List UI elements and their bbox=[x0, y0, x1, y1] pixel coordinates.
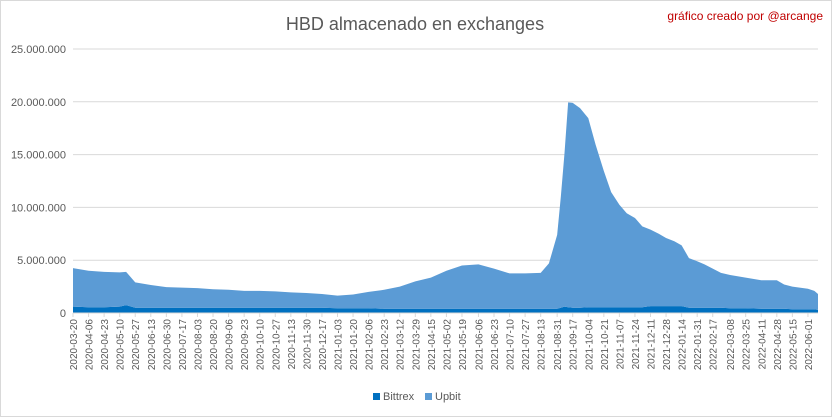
x-tick-label: 2021-11-24 bbox=[631, 319, 642, 370]
x-tick-label: 2020-09-06 bbox=[225, 319, 236, 371]
x-tick-label: 2021-09-17 bbox=[569, 319, 580, 371]
legend-label-upbit: Upbit bbox=[435, 391, 461, 403]
series-areas bbox=[73, 102, 818, 313]
y-tick-labels: 0 5.000.000 10.000.000 15.000.000 20.000.000… bbox=[11, 44, 66, 320]
x-tick-label: 2020-11-13 bbox=[287, 319, 298, 370]
legend: Bittrex Upbit bbox=[373, 391, 461, 403]
chart-title: HBD almacenado en exchanges bbox=[286, 14, 544, 34]
x-tick-label: 2021-02-06 bbox=[365, 319, 376, 371]
y-tick-label: 5.000.000 bbox=[17, 255, 66, 267]
x-tick-label: 2020-04-06 bbox=[85, 319, 96, 371]
x-tick-label: 2022-04-28 bbox=[773, 319, 784, 371]
x-tick-label: 2020-04-23 bbox=[100, 319, 111, 371]
x-tick-label: 2022-06-01 bbox=[804, 319, 815, 371]
x-tick-label: 2022-01-14 bbox=[678, 319, 689, 371]
x-tick-label: 2021-08-31 bbox=[553, 319, 564, 371]
x-tick-label: 2021-04-15 bbox=[427, 319, 438, 371]
x-tick-label: 2021-01-03 bbox=[334, 319, 345, 371]
x-tick-label: 2021-05-02 bbox=[442, 319, 453, 371]
series-area-upbit bbox=[73, 102, 818, 310]
x-tick-label: 2020-08-20 bbox=[209, 319, 220, 371]
x-tick-label: 2021-12-28 bbox=[662, 319, 673, 371]
x-tick-label: 2021-11-07 bbox=[615, 319, 626, 370]
x-tick-label: 2022-03-25 bbox=[742, 319, 753, 371]
x-tick-label: 2020-05-10 bbox=[116, 319, 127, 371]
x-tick-label: 2020-09-23 bbox=[240, 319, 251, 371]
x-tick-label: 2022-04-11 bbox=[757, 319, 768, 370]
x-tick-label: 2021-06-06 bbox=[474, 319, 485, 371]
x-tick-label: 2022-01-31 bbox=[693, 319, 704, 371]
y-tick-label: 10.000.000 bbox=[11, 202, 66, 214]
x-tick-label: 2021-07-27 bbox=[521, 319, 532, 371]
x-tick-label: 2022-05-15 bbox=[788, 319, 799, 371]
x-tick-label: 2022-03-08 bbox=[726, 319, 737, 371]
x-tick-label: 2021-03-29 bbox=[411, 319, 422, 371]
x-tick-label: 2020-10-27 bbox=[271, 319, 282, 371]
x-tick-label: 2020-11-30 bbox=[302, 319, 313, 370]
x-tick-label: 2021-05-19 bbox=[458, 319, 469, 371]
x-tick-labels: 2020-03-20 2020-04-06 2020-04-23 2020-05-10… bbox=[69, 313, 815, 370]
y-tick-label: 25.000.000 bbox=[11, 44, 66, 56]
legend-label-bittrex: Bittrex bbox=[383, 391, 415, 403]
x-tick-label: 2021-10-21 bbox=[600, 319, 611, 371]
x-tick-label: 2020-03-20 bbox=[69, 319, 80, 371]
chart-credit: gráfico creado por @arcange bbox=[667, 9, 823, 23]
x-tick-label: 2020-12-17 bbox=[318, 319, 329, 371]
x-tick-label: 2021-02-23 bbox=[380, 319, 391, 371]
x-tick-label: 2021-06-23 bbox=[490, 319, 501, 371]
y-tick-label: 15.000.000 bbox=[11, 150, 66, 162]
x-tick-label: 2021-12-11 bbox=[647, 319, 658, 370]
x-tick-label: 2020-06-13 bbox=[147, 319, 158, 371]
x-tick-label: 2020-05-27 bbox=[131, 319, 142, 371]
x-tick-label: 2021-03-12 bbox=[396, 319, 407, 371]
series-area-bittrex bbox=[73, 305, 818, 313]
x-tick-label: 2021-08-13 bbox=[537, 319, 548, 371]
legend-swatch-bittrex bbox=[373, 393, 380, 400]
x-tick-label: 2020-08-03 bbox=[193, 319, 204, 371]
x-tick-label: 2020-06-30 bbox=[162, 319, 173, 371]
x-tick-label: 2022-02-17 bbox=[709, 319, 720, 371]
x-tick-label: 2021-07-10 bbox=[506, 319, 517, 371]
x-tick-label: 2021-01-20 bbox=[349, 319, 360, 371]
x-tick-label: 2020-07-17 bbox=[178, 319, 189, 371]
y-tick-label: 20.000.000 bbox=[11, 97, 66, 109]
x-tick-label: 2020-10-10 bbox=[256, 319, 267, 371]
x-tick-label: 2021-10-04 bbox=[584, 319, 595, 371]
y-tick-label: 0 bbox=[60, 308, 66, 320]
legend-swatch-upbit bbox=[425, 393, 432, 400]
